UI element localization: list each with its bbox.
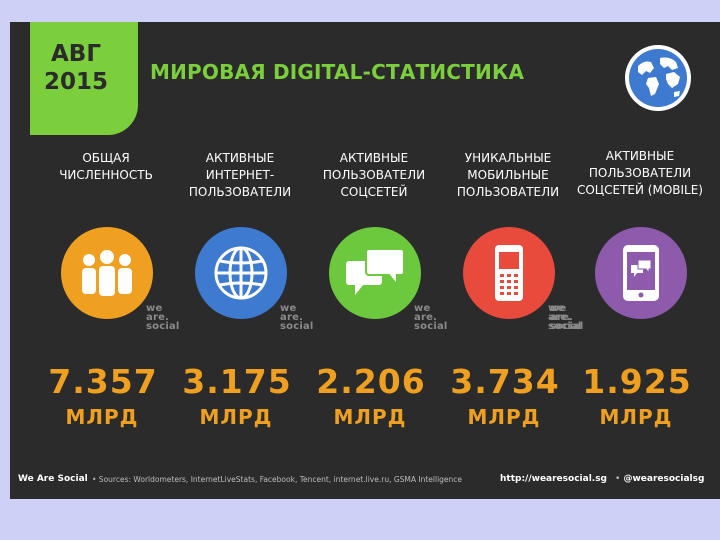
stat-value: 3.175 — [182, 362, 292, 401]
stat-unit: МЛРД — [333, 405, 407, 429]
stat-label: АКТИВНЫЕ ПОЛЬЗОВАТЕЛИ СОЦСЕТЕЙ (MOBILE) — [576, 149, 703, 197]
stat-label: УНИКАЛЬНЫЕ МОБИЛЬНЫЕ ПОЛЬЗОВАТЕЛИ — [456, 151, 560, 199]
badge-year: 2015 — [43, 69, 108, 95]
chat-bubbles-icon — [329, 227, 421, 319]
stat-value: 7.357 — [48, 362, 158, 401]
footer-handle[interactable]: • @wearesocialsg — [615, 474, 704, 484]
stat-label: ОБЩАЯ ЧИСЛЕННОСТЬ — [59, 151, 153, 182]
stat-unit: МЛРД — [199, 405, 273, 429]
watermark: we are. social — [548, 303, 582, 332]
date-badge: АВГ 2015 — [30, 22, 138, 135]
stat-label: АКТИВНЫЕ ИНТЕРНЕТ- ПОЛЬЗОВАТЕЛИ — [188, 151, 292, 199]
globe-icon — [624, 44, 692, 112]
footer-brand: We Are Social — [18, 474, 88, 484]
footer-url-link[interactable]: http://wearesocial.sg — [500, 474, 607, 484]
globe-grid-icon — [195, 227, 287, 319]
stat-value: 3.734 — [450, 362, 560, 401]
badge-month: АВГ — [51, 41, 101, 67]
stat-unit: МЛРД — [467, 405, 541, 429]
footer-handle-text[interactable]: @wearesocialsg — [623, 474, 705, 484]
stat-unit: МЛРД — [599, 405, 673, 429]
infographic-panel: АВГ 2015 МИРОВАЯ DIGITAL-СТАТИСТИКА ОБЩА… — [10, 22, 720, 499]
mobile-phone-icon — [463, 227, 555, 319]
people-icon — [61, 227, 153, 319]
footer-separator: • — [615, 474, 621, 484]
stat-value: 1.925 — [582, 362, 692, 401]
stat-value: 2.206 — [316, 362, 426, 401]
stat-label: АКТИВНЫЕ ПОЛЬЗОВАТЕЛИ СОЦСЕТЕЙ — [322, 151, 426, 199]
watermark: we are. social — [550, 303, 584, 332]
footer-sources: • Sources: Worldometers, InternetLiveSta… — [92, 475, 463, 484]
page-title: МИРОВАЯ DIGITAL-СТАТИСТИКА — [150, 60, 525, 84]
watermark: we are. social — [280, 303, 314, 332]
watermark: we are. social — [146, 303, 180, 332]
watermark: we are. social — [414, 303, 448, 332]
stat-unit: МЛРД — [65, 405, 139, 429]
smartphone-chat-icon — [595, 227, 687, 319]
